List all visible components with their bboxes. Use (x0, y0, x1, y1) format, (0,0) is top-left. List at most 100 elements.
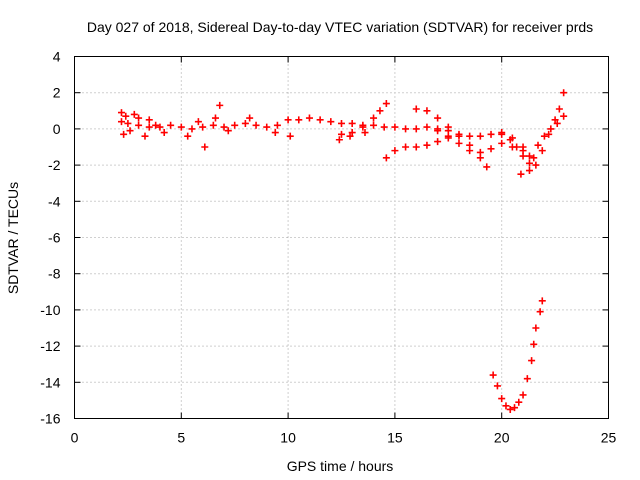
data-point (338, 130, 345, 138)
y-tick-label: 2 (53, 85, 61, 101)
data-point (145, 116, 153, 124)
data-point (434, 138, 442, 146)
y-tick-label: -12 (40, 338, 60, 354)
data-point (517, 170, 525, 178)
data-point (547, 125, 555, 133)
data-point (455, 139, 463, 147)
data-point (135, 121, 143, 129)
data-point (513, 143, 521, 151)
x-tick-label: 25 (601, 430, 617, 446)
data-point (194, 118, 202, 126)
data-point (184, 132, 192, 140)
data-point (130, 110, 138, 118)
data-point (530, 340, 538, 348)
series-lower-arc-15h (382, 134, 452, 162)
series-early-scatter (117, 101, 369, 151)
data-point (370, 121, 378, 129)
data-point (511, 404, 519, 412)
data-point (316, 116, 324, 124)
data-point (466, 132, 474, 140)
data-point (545, 130, 553, 138)
data-point (241, 119, 249, 127)
data-point (376, 107, 384, 115)
data-point (455, 132, 463, 140)
data-point (273, 121, 281, 129)
data-point (335, 136, 343, 144)
y-tick-label: -2 (48, 157, 61, 173)
y-tick-label: -16 (40, 411, 60, 427)
data-point (152, 121, 160, 129)
data-point (423, 107, 431, 115)
data-point (466, 147, 474, 155)
data-point (525, 159, 533, 167)
data-point (117, 118, 125, 126)
data-point (145, 123, 153, 131)
data-point (560, 89, 568, 97)
data-point (412, 143, 420, 151)
data-points (117, 89, 568, 413)
data-point (177, 123, 185, 131)
data-point (528, 357, 536, 365)
data-point (199, 123, 207, 131)
x-axis-label: GPS time / hours (287, 458, 394, 474)
series-v-descent-20h (498, 130, 533, 167)
data-point (117, 109, 125, 117)
data-point (476, 148, 484, 156)
data-point (141, 132, 149, 140)
data-point (530, 154, 538, 162)
data-point (560, 112, 568, 120)
data-point (412, 125, 420, 133)
data-point (538, 297, 546, 305)
data-point (551, 116, 559, 124)
data-point (402, 143, 410, 151)
x-tick-label: 0 (71, 430, 79, 446)
data-point (423, 123, 431, 131)
axis-ticks: 0 5 10 15 20 25 -16 -14 -12 -10 -8 -6 -4 -2 0 2 4 (40, 49, 616, 446)
data-point (532, 324, 540, 332)
y-tick-label: 0 (53, 121, 61, 137)
data-point (120, 130, 128, 138)
data-point (525, 167, 533, 175)
data-point (211, 114, 219, 122)
data-point (361, 129, 369, 137)
data-point (532, 161, 540, 169)
data-point (506, 136, 514, 144)
data-point (502, 402, 510, 410)
data-point (188, 125, 196, 133)
data-point (506, 405, 514, 413)
data-point (534, 141, 542, 149)
grid-lines (74, 56, 609, 419)
data-point (220, 123, 228, 131)
data-point (382, 154, 390, 162)
data-point (252, 121, 260, 129)
data-point (515, 398, 523, 406)
data-point (338, 119, 345, 127)
data-point (201, 143, 209, 151)
data-point (444, 132, 452, 140)
data-point (434, 114, 442, 122)
data-point (498, 139, 506, 147)
data-point (538, 147, 546, 155)
data-point (380, 123, 388, 131)
data-point (370, 114, 378, 122)
data-point (263, 123, 271, 131)
data-point (246, 114, 254, 122)
data-point (523, 375, 531, 383)
series-steep-rise-22h (517, 89, 568, 178)
y-axis-label: SDTVAR / TECUs (5, 182, 21, 294)
data-point (382, 100, 390, 108)
data-point (348, 119, 356, 127)
data-point (553, 119, 561, 127)
y-tick-label: -10 (40, 302, 60, 318)
x-tick-label: 20 (494, 430, 510, 446)
x-tick-label: 15 (387, 430, 403, 446)
data-point (423, 141, 431, 149)
data-point (487, 130, 495, 138)
data-point (536, 308, 544, 316)
data-point (167, 121, 175, 129)
data-point (126, 127, 134, 135)
data-point (555, 105, 563, 113)
y-tick-label: -14 (40, 374, 60, 390)
